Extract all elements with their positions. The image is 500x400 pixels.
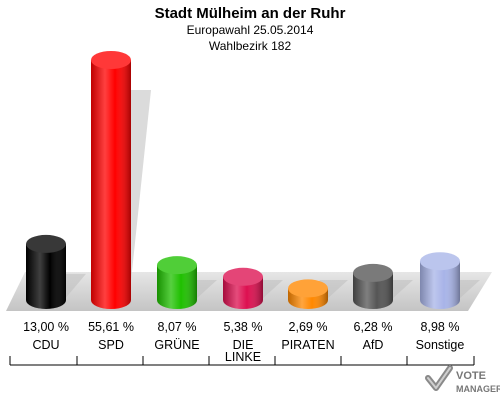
logo-line2: MANAGER	[456, 384, 500, 394]
chart-subtitle-district: Wahlbezirk 182	[209, 39, 292, 53]
category-label: GRÜNE	[154, 338, 199, 352]
bar-shading	[420, 261, 460, 309]
bar-top	[157, 256, 197, 275]
bar-top	[91, 51, 131, 69]
value-label: 13,00 %	[23, 320, 69, 334]
value-label: 5,38 %	[224, 320, 263, 334]
category-label: AfD	[363, 338, 384, 352]
chart-title: Stadt Mülheim an der Ruhr	[155, 5, 346, 22]
bar-shading	[223, 276, 263, 309]
bar-top	[223, 267, 263, 286]
value-label: 8,07 %	[158, 320, 197, 334]
category-label: Sonstige	[416, 338, 465, 352]
bar-shading	[157, 265, 197, 309]
category-label: LINKE	[225, 350, 261, 364]
bar-top	[288, 279, 328, 298]
bar-shading	[26, 243, 66, 309]
chart-subtitle-date: Europawahl 25.05.2014	[187, 23, 314, 37]
bar-top	[26, 234, 66, 253]
vote-manager-logo: VOTE MANAGER	[425, 365, 500, 394]
category-label: CDU	[32, 338, 59, 352]
value-label: 55,61 %	[88, 320, 134, 334]
value-labels-group: 13,00 % 55,61 % 8,07 % 5,38 % 2,69 % 6,28 % 8,…	[23, 320, 459, 334]
category-ticks-group	[9, 356, 475, 365]
category-label: PIRATEN	[281, 338, 334, 352]
category-label: DIE	[233, 338, 254, 352]
checkmark-icon	[425, 365, 453, 391]
category-label: SPD	[98, 338, 124, 352]
value-label: 6,28 %	[354, 320, 393, 334]
bar-top	[420, 252, 460, 271]
bar-shading	[91, 60, 131, 309]
value-label: 2,69 %	[289, 320, 328, 334]
logo-line1: VOTE	[456, 370, 486, 382]
bars-group	[26, 51, 480, 309]
value-label: 8,98 %	[421, 320, 460, 334]
bar-top	[353, 263, 393, 282]
bar-shading	[353, 272, 393, 309]
